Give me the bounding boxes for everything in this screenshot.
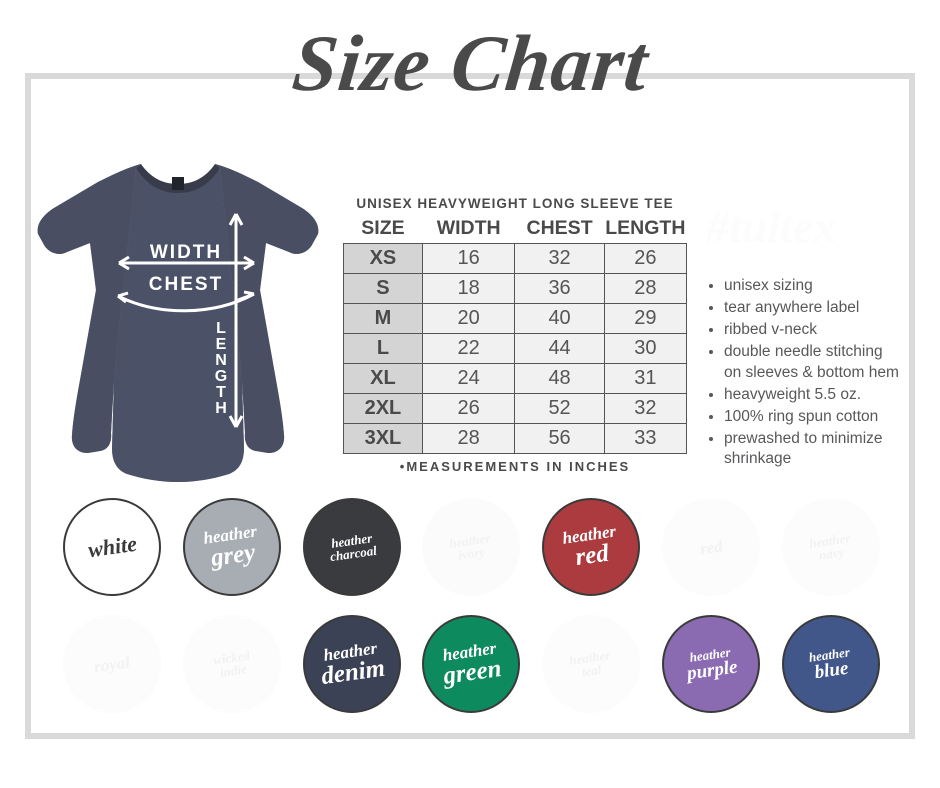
svg-text:T: T [216, 384, 226, 401]
svg-text:E: E [216, 336, 227, 353]
svg-text:CHEST: CHEST [149, 274, 223, 295]
svg-text:L: L [216, 320, 226, 337]
svg-text:G: G [215, 368, 227, 385]
svg-text:WIDTH: WIDTH [150, 242, 222, 263]
svg-text:H: H [215, 400, 227, 417]
svg-text:N: N [215, 352, 227, 369]
